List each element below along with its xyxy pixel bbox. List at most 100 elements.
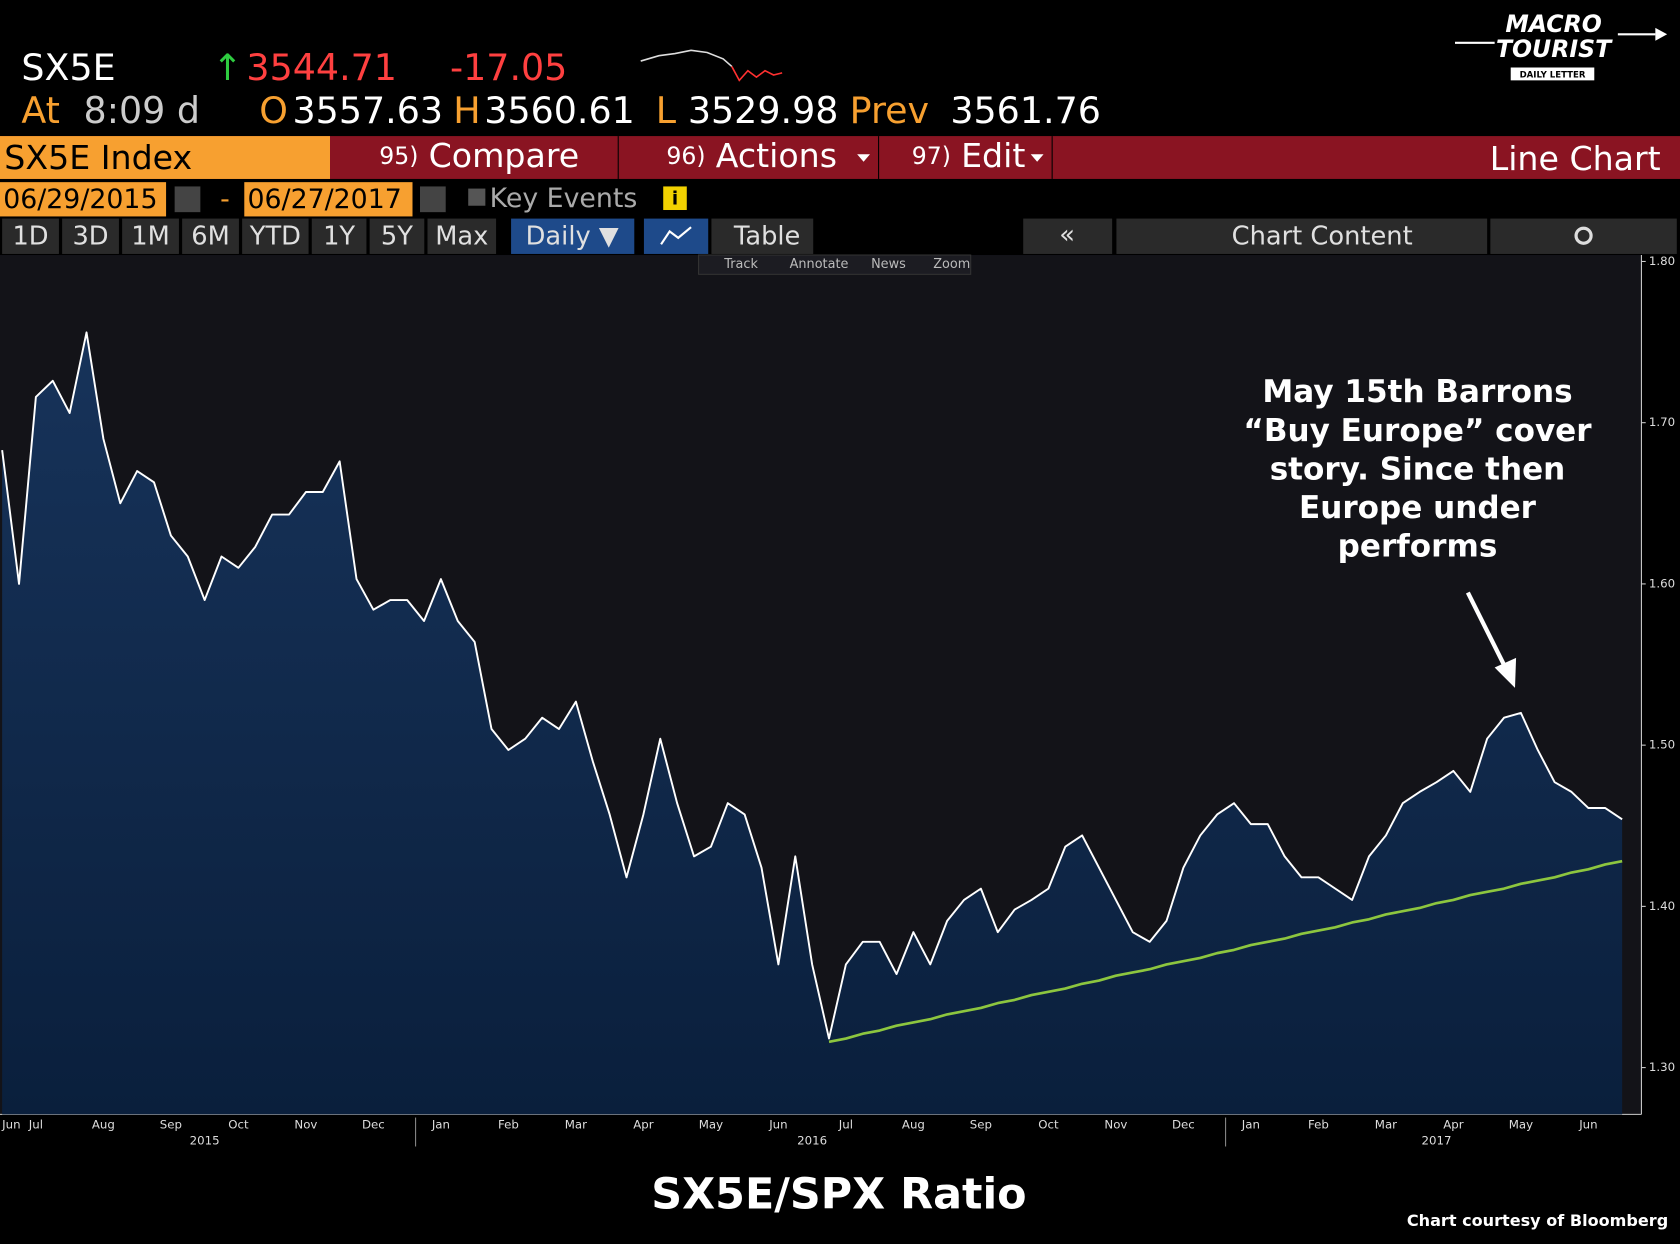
logo-text: TOURIST [1496,35,1613,63]
button-row: 1D 3D 1M 6M YTD 1Y 5Y Max Daily ▼ Table « Chart Con… [0,217,1680,256]
range-label[interactable]: Max [435,221,488,251]
date-dash: - [220,184,230,215]
logo-text: MACRO [1505,10,1601,38]
x-tick-label: Sep [160,1118,182,1132]
start-date[interactable]: 06/29/2015 [3,184,157,215]
tool-zoom[interactable]: Zoom [933,257,970,272]
menu-number: 96) [666,142,705,170]
y-tick-label: 1.50 [1649,738,1675,752]
x-tick-label: Apr [633,1118,654,1132]
tool-annotate[interactable]: Annotate [790,257,849,272]
y-tick-label: 1.30 [1649,1060,1675,1074]
x-tick-label: Oct [228,1118,249,1132]
period-label[interactable]: Daily ▼ [526,221,619,251]
range-button[interactable] [2,218,59,254]
security[interactable]: SX5E Index [4,138,192,177]
range-label[interactable]: 1M [131,221,170,251]
menu-number: 97) [912,142,951,170]
menu-number: 95) [379,142,418,170]
collapse-button[interactable] [1023,218,1113,254]
sparkline [731,66,783,82]
range-button[interactable] [182,218,239,254]
period-button[interactable] [511,218,635,254]
range-button[interactable] [122,218,179,254]
chart-content-button[interactable] [1116,218,1488,254]
prev-label: Prev [850,89,929,132]
range-button[interactable] [427,218,497,254]
annotation: May 15th Barrons [1262,374,1572,410]
chart: May 15th Barrons“Buy Europe” coverstory.… [0,254,1675,1148]
logo-banner [1510,67,1595,81]
chart-tools: Track Annotate News Zoom [698,254,972,275]
y-tick-label: 1.80 [1649,254,1675,268]
annotation: Europe under [1299,490,1537,526]
checkbox[interactable] [468,188,486,206]
tool-track[interactable]: Track [723,257,758,272]
range-button[interactable] [369,218,425,254]
date-box[interactable] [0,182,167,217]
chart-mode: Line Chart [1490,139,1661,178]
x-tick-label: Nov [294,1118,317,1132]
tool-news[interactable]: News [871,257,906,272]
x-tick-label: Sep [970,1118,992,1132]
x-tick-label: Oct [1038,1118,1059,1132]
range-button[interactable] [242,218,309,254]
x-tick-label: Apr [1443,1118,1464,1132]
dropdown-caret [857,154,870,162]
calendar-icon[interactable] [174,186,201,213]
range-label[interactable]: 1Y [323,221,355,251]
x-tick-label: May [1509,1118,1533,1132]
x-tick-label: Dec [1172,1118,1195,1132]
year-label: 2017 [1422,1134,1452,1148]
x-tick-label: Jan [431,1118,450,1132]
range-label[interactable]: 6M [191,221,230,251]
x-tick-label: Jun [1578,1118,1597,1132]
x-tick-label: Feb [498,1118,519,1132]
chart-content-label[interactable]: Chart Content [1232,221,1413,251]
x-tick-label: Nov [1104,1118,1127,1132]
open: 3557.63 [293,89,444,132]
ticker: SX5E [21,46,115,89]
area-fill [2,332,1623,1115]
last-price: 3544.71 [246,46,397,89]
actions[interactable]: Actions [716,136,837,175]
annotation: performs [1338,529,1498,565]
x-tick-label: Jan [1241,1118,1260,1132]
x-tick-label: Aug [92,1118,115,1132]
high: 3560.61 [484,89,635,132]
collapse-icon[interactable]: « [1059,220,1075,250]
settings-icon [1574,226,1593,245]
y-tick-label: 1.40 [1649,899,1675,913]
annotation-arrow [1465,591,1509,671]
y-tick-label: 1.70 [1649,415,1675,429]
range-button[interactable] [62,218,119,254]
line [1,331,1623,1040]
x-tick-label: Dec [362,1118,385,1132]
x-tick-label: Jul [28,1118,43,1132]
range-label[interactable]: 1D [12,221,48,251]
compare[interactable]: Compare [429,136,580,175]
end-date[interactable]: 06/27/2017 [248,184,402,215]
settings-button[interactable] [1490,218,1677,254]
key-events[interactable]: Key Events [490,183,638,214]
table-label[interactable]: Table [733,221,800,251]
year-label: 2015 [190,1134,220,1148]
y-tick-label: 1.60 [1649,576,1675,590]
table-button[interactable] [711,218,814,254]
prev: 3561.76 [950,89,1101,132]
range-label[interactable]: 5Y [381,221,413,251]
edit[interactable]: Edit [961,136,1025,175]
range-label[interactable]: YTD [249,221,301,251]
info-icon: i [672,188,678,209]
time: 8:09 d [84,89,200,132]
security-box[interactable] [0,136,330,179]
annotation: story. Since then [1270,451,1566,487]
range-label[interactable]: 3D [72,221,108,251]
x-tick-label: Mar [1375,1118,1397,1132]
calendar-icon[interactable] [420,186,446,213]
range-button[interactable] [311,218,367,254]
info-icon[interactable] [663,186,687,211]
up-arrow: ↑ [212,46,243,89]
date-box[interactable] [244,182,413,217]
